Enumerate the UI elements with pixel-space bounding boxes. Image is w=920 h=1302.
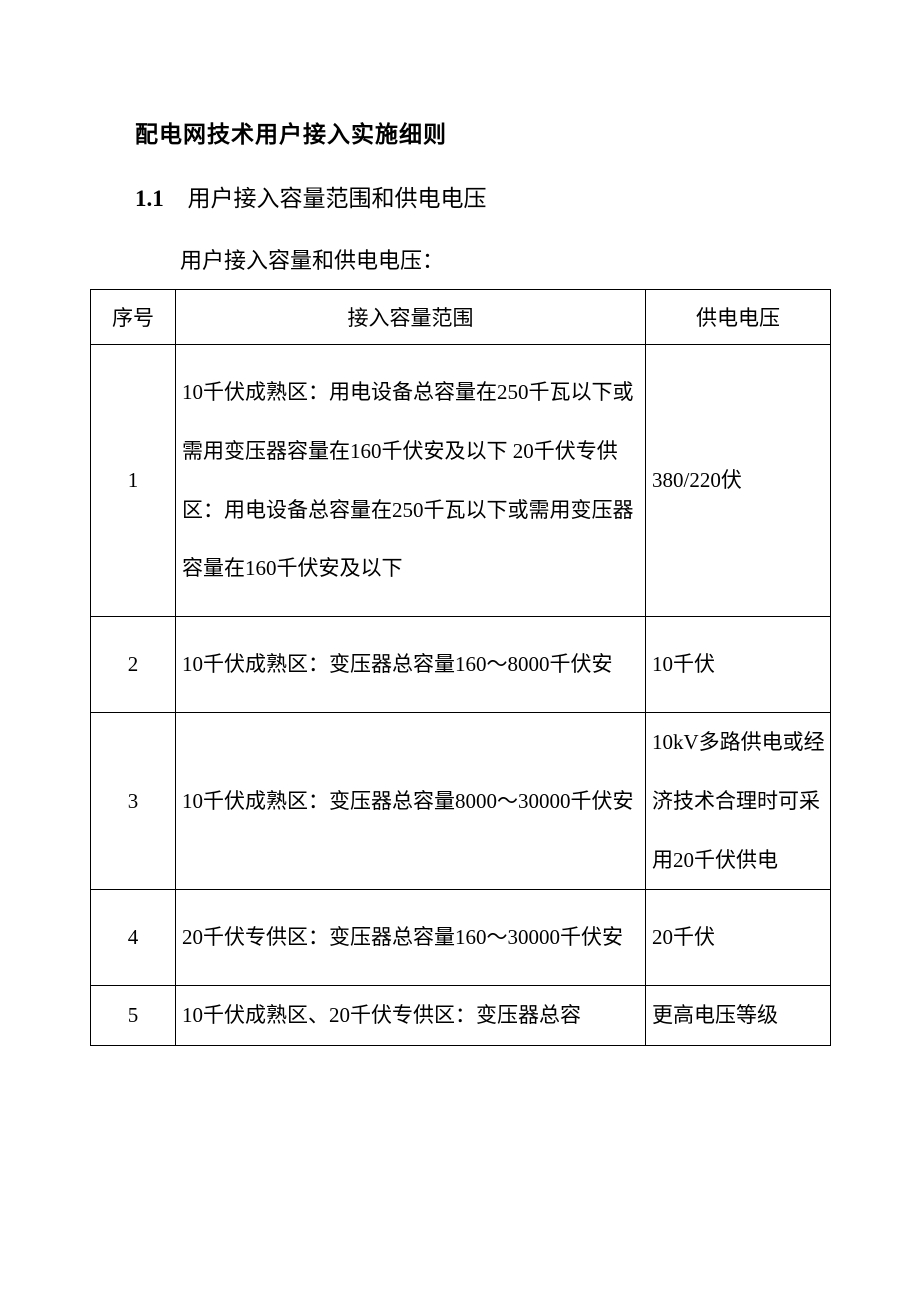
seq-cell: 5: [91, 986, 176, 1046]
voltage-cell: 10千伏: [646, 617, 831, 713]
voltage-cell: 10kV多路供电或经济技术合理时可采用20千伏供电: [646, 712, 831, 889]
section-heading: 1.1 用户接入容量范围和供电电压: [135, 179, 830, 213]
document-title: 配电网技术用户接入实施细则: [135, 115, 830, 149]
col-header-voltage: 供电电压: [646, 290, 831, 345]
section-number: 1.1: [135, 186, 164, 211]
table-row: 1 10千伏成熟区：用电设备总容量在250千瓦以下或需用变压器容量在160千伏安…: [91, 345, 831, 617]
voltage-cell: 20千伏: [646, 890, 831, 986]
col-header-seq: 序号: [91, 290, 176, 345]
range-cell: 10千伏成熟区：变压器总容量8000～30000千伏安: [176, 712, 646, 889]
voltage-cell: 更高电压等级: [646, 986, 831, 1046]
voltage-cell: 380/220伏: [646, 345, 831, 617]
table-header-row: 序号 接入容量范围 供电电压: [91, 290, 831, 345]
seq-cell: 1: [91, 345, 176, 617]
seq-cell: 4: [91, 890, 176, 986]
table-row: 2 10千伏成熟区：变压器总容量160～8000千伏安 10千伏: [91, 617, 831, 713]
range-cell: 20千伏专供区：变压器总容量160～30000千伏安: [176, 890, 646, 986]
range-cell: 10千伏成熟区：用电设备总容量在250千瓦以下或需用变压器容量在160千伏安及以…: [176, 345, 646, 617]
intro-text: 用户接入容量和供电电压：: [180, 243, 830, 275]
table-row: 3 10千伏成熟区：变压器总容量8000～30000千伏安 10kV多路供电或经…: [91, 712, 831, 889]
seq-cell: 2: [91, 617, 176, 713]
table-row: 4 20千伏专供区：变压器总容量160～30000千伏安 20千伏: [91, 890, 831, 986]
section-title: 用户接入容量范围和供电电压: [188, 186, 487, 211]
table-row: 5 10千伏成熟区、20千伏专供区：变压器总容 更高电压等级: [91, 986, 831, 1046]
seq-cell: 3: [91, 712, 176, 889]
capacity-voltage-table: 序号 接入容量范围 供电电压 1 10千伏成熟区：用电设备总容量在250千瓦以下…: [90, 289, 831, 1046]
col-header-range: 接入容量范围: [176, 290, 646, 345]
range-cell: 10千伏成熟区：变压器总容量160～8000千伏安: [176, 617, 646, 713]
range-cell: 10千伏成熟区、20千伏专供区：变压器总容: [176, 986, 646, 1046]
